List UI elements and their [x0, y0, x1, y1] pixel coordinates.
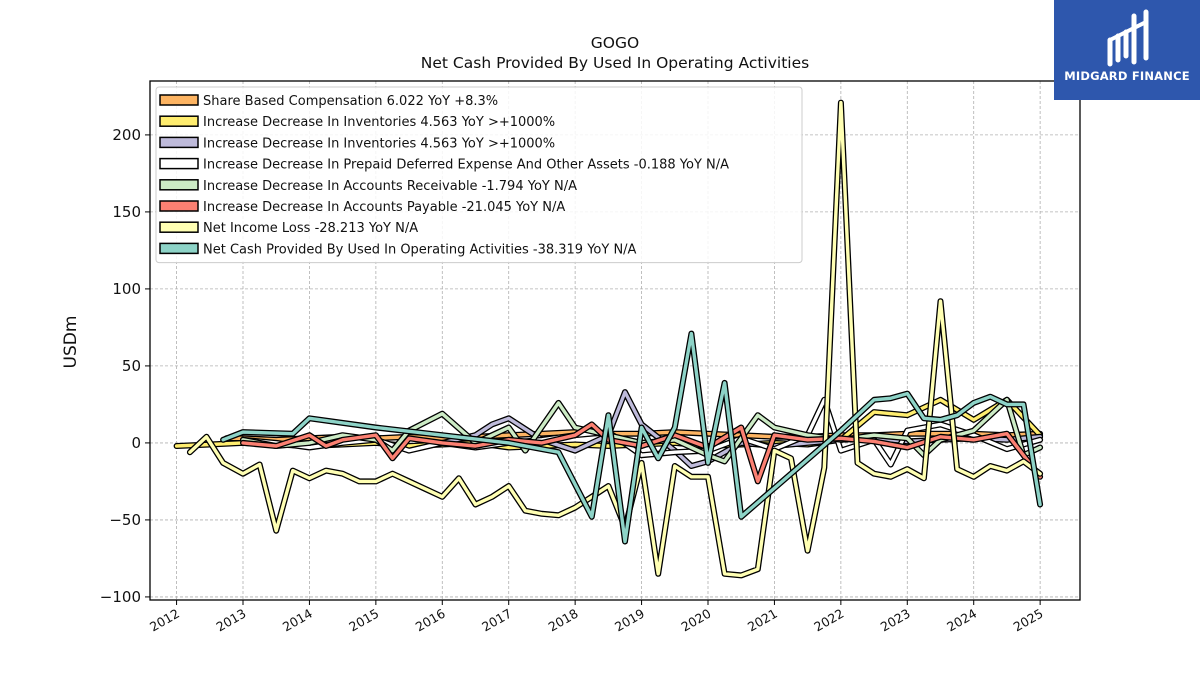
x-tick-label: 2022: [811, 606, 846, 635]
y-tick-label: −50: [109, 511, 141, 529]
chart-subtitle: Net Cash Provided By Used In Operating A…: [421, 54, 809, 72]
legend-swatch: [159, 157, 199, 170]
x-tick-label: 2013: [213, 606, 248, 635]
y-axis-ticks: −100 −50 0 50 100 150 200: [100, 126, 150, 606]
brand-logo: MIDGARD FINANCE: [1054, 0, 1200, 100]
x-tick-label: 2025: [1011, 606, 1046, 635]
brand-name: MIDGARD FINANCE: [1064, 69, 1190, 83]
x-tick-label: 2017: [479, 606, 514, 635]
x-tick-label: 2018: [546, 606, 581, 635]
legend-swatch: [159, 94, 199, 106]
y-tick-label: 50: [122, 357, 141, 375]
x-tick-label: 2012: [147, 606, 182, 635]
legend-swatch: [159, 242, 199, 255]
plot-frame: [149, 80, 1081, 601]
legend-entry: Increase Decrease In Inventories 4.563 Y…: [203, 115, 555, 130]
series-line: [241, 398, 1042, 467]
x-tick-label: 2024: [944, 606, 979, 635]
x-tick-label: 2016: [413, 606, 448, 635]
y-tick-label: 0: [131, 434, 141, 452]
legend-swatch: [159, 115, 199, 127]
x-tick-label: 2020: [678, 606, 713, 635]
series-line: [188, 100, 1042, 578]
legend-entry: Increase Decrease In Inventories 4.563 Y…: [203, 136, 555, 151]
chart-title: GOGO: [591, 34, 639, 52]
x-axis-ticks: 2012 2013 2014 2015 2016 2017 2018 2019 2020 2021…: [147, 600, 1046, 635]
x-tick-label: 2023: [878, 606, 913, 635]
x-tick-label: 2019: [612, 606, 647, 635]
y-tick-label: −100: [100, 588, 141, 606]
x-tick-label: 2015: [346, 606, 381, 635]
legend-entry: Net Income Loss -28.213 YoY N/A: [203, 221, 418, 236]
legend-entry: Net Cash Provided By Used In Operating A…: [203, 242, 637, 257]
series-line: [221, 331, 1042, 544]
legend-swatch: [159, 179, 199, 191]
x-tick-label: 2014: [280, 606, 315, 635]
legend-entry: Increase Decrease In Accounts Payable -2…: [203, 200, 565, 215]
legend-entry: Increase Decrease In Prepaid Deferred Ex…: [203, 158, 729, 173]
y-tick-label: 200: [112, 126, 141, 144]
series-line: [241, 422, 1042, 484]
legend-swatch: [159, 221, 199, 233]
legend-swatch: [159, 136, 199, 149]
y-axis-label: USDm: [61, 316, 81, 369]
y-tick-label: 100: [112, 280, 141, 298]
legend-entry: Increase Decrease In Accounts Receivable…: [203, 179, 577, 194]
legend-entry: Share Based Compensation 6.022 YoY +8.3%: [203, 94, 498, 109]
legend-box: [155, 86, 803, 264]
series-lines: [173, 99, 1044, 579]
y-tick-label: 150: [112, 203, 141, 221]
legend-swatch: [159, 200, 199, 212]
x-tick-label: 2021: [745, 606, 780, 635]
brand-mark-icon: [1107, 9, 1149, 67]
legend: Share Based Compensation 6.022 YoY +8.3%…: [155, 86, 803, 264]
